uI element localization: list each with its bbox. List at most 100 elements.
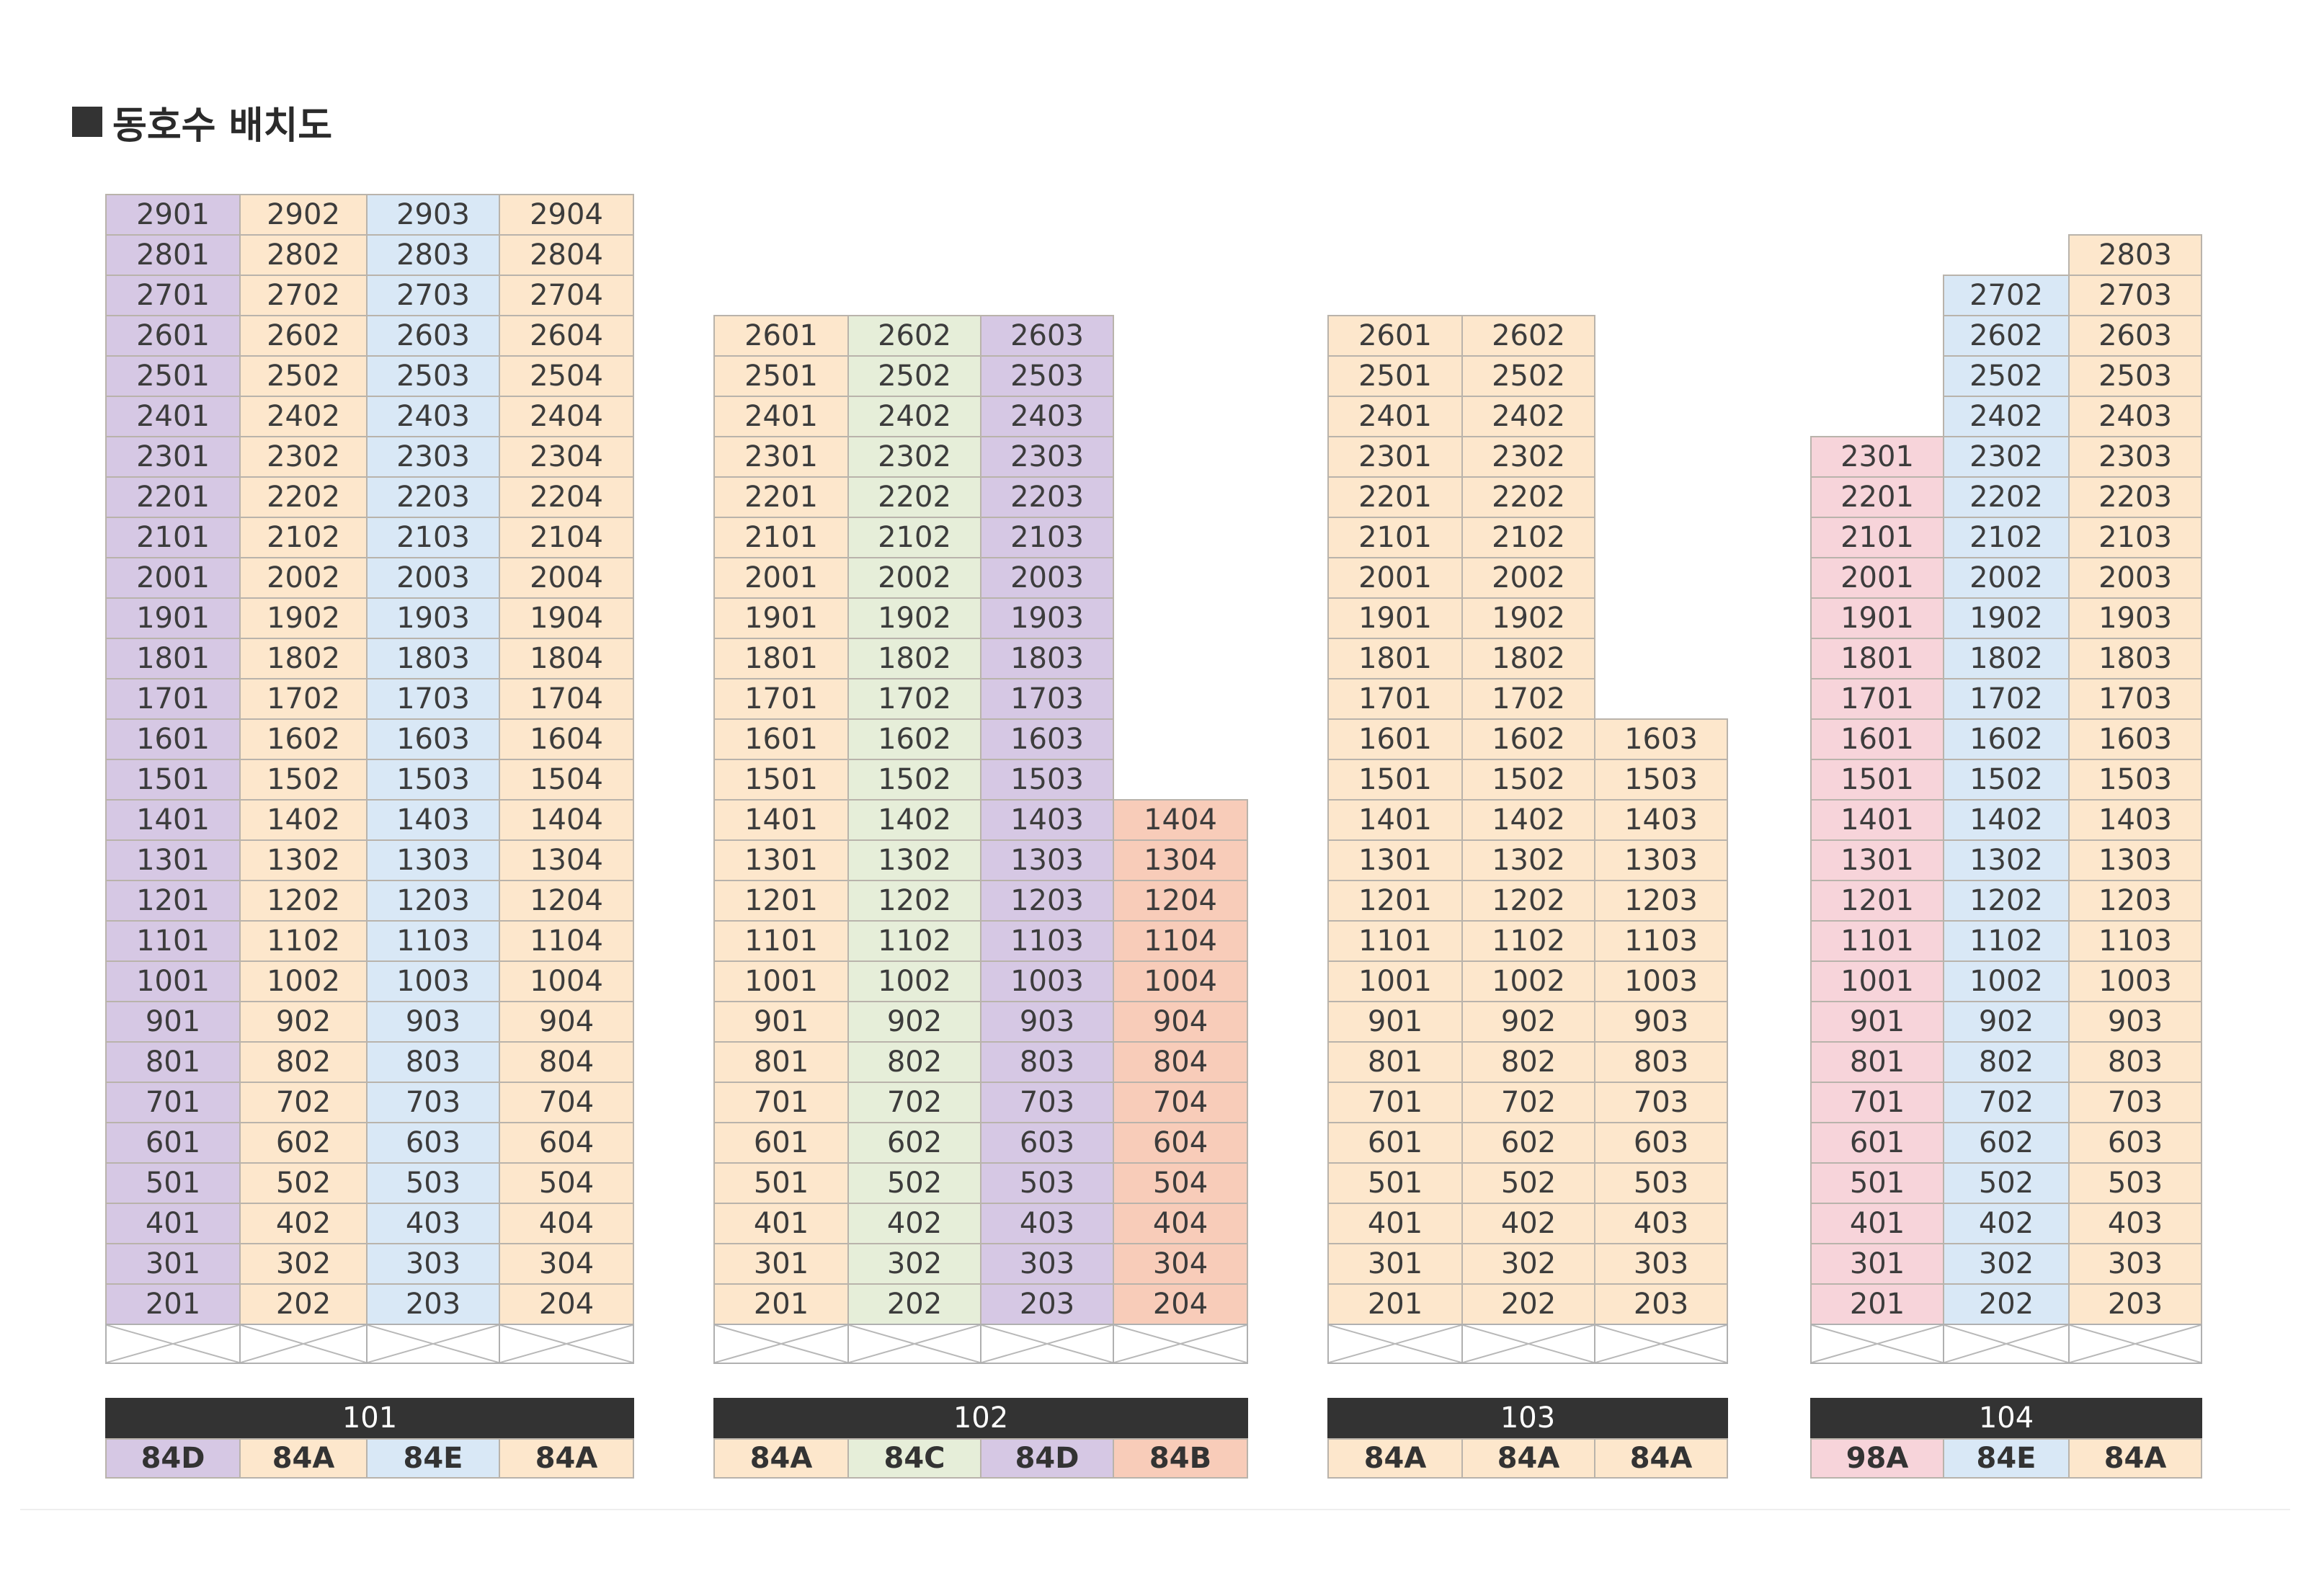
- unit-cell: 801: [105, 1041, 241, 1083]
- unit-cell: 2502: [1943, 355, 2070, 397]
- unit-cell: 502: [239, 1162, 368, 1204]
- unit-cell: 303: [2068, 1243, 2202, 1285]
- unit-cell: 201: [1327, 1283, 1463, 1325]
- unit-type-cell: 84A: [499, 1438, 634, 1479]
- unit-cell: 503: [2068, 1162, 2202, 1204]
- unit-cell: 1101: [105, 920, 241, 962]
- unit-cell: 703: [1594, 1082, 1728, 1123]
- unit-cell: 2501: [713, 355, 849, 397]
- unit-cell: 1601: [105, 718, 241, 760]
- unit-cell: 1101: [713, 920, 849, 962]
- unit-cell: 1202: [1461, 880, 1595, 922]
- unit-type-cell: 98A: [1810, 1438, 1944, 1479]
- unit-cell: 604: [499, 1122, 634, 1164]
- unit-cell: 2801: [105, 234, 241, 276]
- unit-cell: 2403: [366, 396, 500, 437]
- unit-cell: 1503: [980, 759, 1114, 801]
- unit-cell: 2203: [2068, 476, 2202, 518]
- unit-cell: 1203: [366, 880, 500, 922]
- unit-cell: 1404: [499, 799, 634, 841]
- unit-cell: 401: [713, 1203, 849, 1244]
- pilotis-cell: [713, 1324, 849, 1364]
- unit-cell: 2002: [239, 557, 368, 599]
- pilotis-cell: [239, 1324, 368, 1364]
- unit-cell: 2701: [105, 275, 241, 316]
- unit-cell: 1304: [1113, 839, 1248, 881]
- unit-cell: 403: [2068, 1203, 2202, 1244]
- cross-icon: [241, 1325, 366, 1363]
- unit-cell: 2302: [847, 436, 981, 478]
- unit-cell: 501: [105, 1162, 241, 1204]
- unit-cell: 2404: [499, 396, 634, 437]
- unit-cell: 1902: [1943, 597, 2070, 639]
- pilotis-cell: [980, 1324, 1114, 1364]
- building-label: 104: [1810, 1398, 2202, 1438]
- unit-cell: 1701: [1327, 678, 1463, 720]
- unit-cell: 1603: [2068, 718, 2202, 760]
- unit-cell: 1301: [1327, 839, 1463, 881]
- unit-cell: 402: [1461, 1203, 1595, 1244]
- unit-cell: 2202: [239, 476, 368, 518]
- unit-cell: 1502: [847, 759, 981, 801]
- unit-cell: 601: [1810, 1122, 1944, 1164]
- unit-cell: 301: [1327, 1243, 1463, 1285]
- unit-cell: 201: [1810, 1283, 1944, 1325]
- unit-cell: 504: [1113, 1162, 1248, 1204]
- unit-cell: 1803: [980, 638, 1114, 679]
- unit-cell: 1102: [1461, 920, 1595, 962]
- unit-cell: 2001: [1810, 557, 1944, 599]
- unit-type-cell: 84E: [1943, 1438, 2070, 1479]
- unit-cell: 604: [1113, 1122, 1248, 1164]
- unit-cell: 1103: [2068, 920, 2202, 962]
- unit-cell: 2401: [105, 396, 241, 437]
- unit-cell: 1704: [499, 678, 634, 720]
- unit-cell: 801: [1810, 1041, 1944, 1083]
- unit-cell: 1402: [1461, 799, 1595, 841]
- unit-cell: 1802: [847, 638, 981, 679]
- pilotis-cell: [1461, 1324, 1595, 1364]
- unit-cell: 1501: [105, 759, 241, 801]
- unit-cell: 303: [366, 1243, 500, 1285]
- unit-cell: 2402: [1461, 396, 1595, 437]
- unit-cell: 2504: [499, 355, 634, 397]
- unit-cell: 2503: [980, 355, 1114, 397]
- cross-icon: [368, 1325, 499, 1363]
- unit-cell: 2003: [366, 557, 500, 599]
- cross-icon: [1329, 1325, 1461, 1363]
- unit-cell: 2302: [239, 436, 368, 478]
- unit-cell: 1703: [980, 678, 1114, 720]
- unit-cell: 1603: [366, 718, 500, 760]
- unit-cell: 1803: [366, 638, 500, 679]
- unit-cell: 901: [1327, 1001, 1463, 1043]
- unit-cell: 703: [2068, 1082, 2202, 1123]
- unit-cell: 602: [1461, 1122, 1595, 1164]
- unit-cell: 203: [2068, 1283, 2202, 1325]
- unit-cell: 602: [1943, 1122, 2070, 1164]
- unit-cell: 1501: [713, 759, 849, 801]
- pilotis-cell: [1113, 1324, 1248, 1364]
- unit-cell: 2001: [1327, 557, 1463, 599]
- unit-cell: 502: [1461, 1162, 1595, 1204]
- unit-cell: 902: [1943, 1001, 2070, 1043]
- unit-cell: 1301: [1810, 839, 1944, 881]
- unit-cell: 701: [713, 1082, 849, 1123]
- unit-cell: 2104: [499, 517, 634, 558]
- unit-cell: 1901: [713, 597, 849, 639]
- unit-cell: 203: [1594, 1283, 1728, 1325]
- unit-cell: 204: [499, 1283, 634, 1325]
- cross-icon: [2070, 1325, 2201, 1363]
- cross-icon: [1463, 1325, 1594, 1363]
- unit-cell: 1801: [1810, 638, 1944, 679]
- unit-cell: 1901: [1327, 597, 1463, 639]
- pilotis-cell: [1943, 1324, 2070, 1364]
- unit-cell: 1003: [1594, 960, 1728, 1002]
- unit-cell: 2302: [1943, 436, 2070, 478]
- unit-cell: 1903: [980, 597, 1114, 639]
- unit-cell: 202: [1461, 1283, 1595, 1325]
- unit-type-cell: 84E: [366, 1438, 500, 1479]
- unit-cell: 803: [980, 1041, 1114, 1083]
- unit-cell: 1403: [1594, 799, 1728, 841]
- unit-cell: 2502: [847, 355, 981, 397]
- unit-cell: 1403: [366, 799, 500, 841]
- cross-icon: [1595, 1325, 1727, 1363]
